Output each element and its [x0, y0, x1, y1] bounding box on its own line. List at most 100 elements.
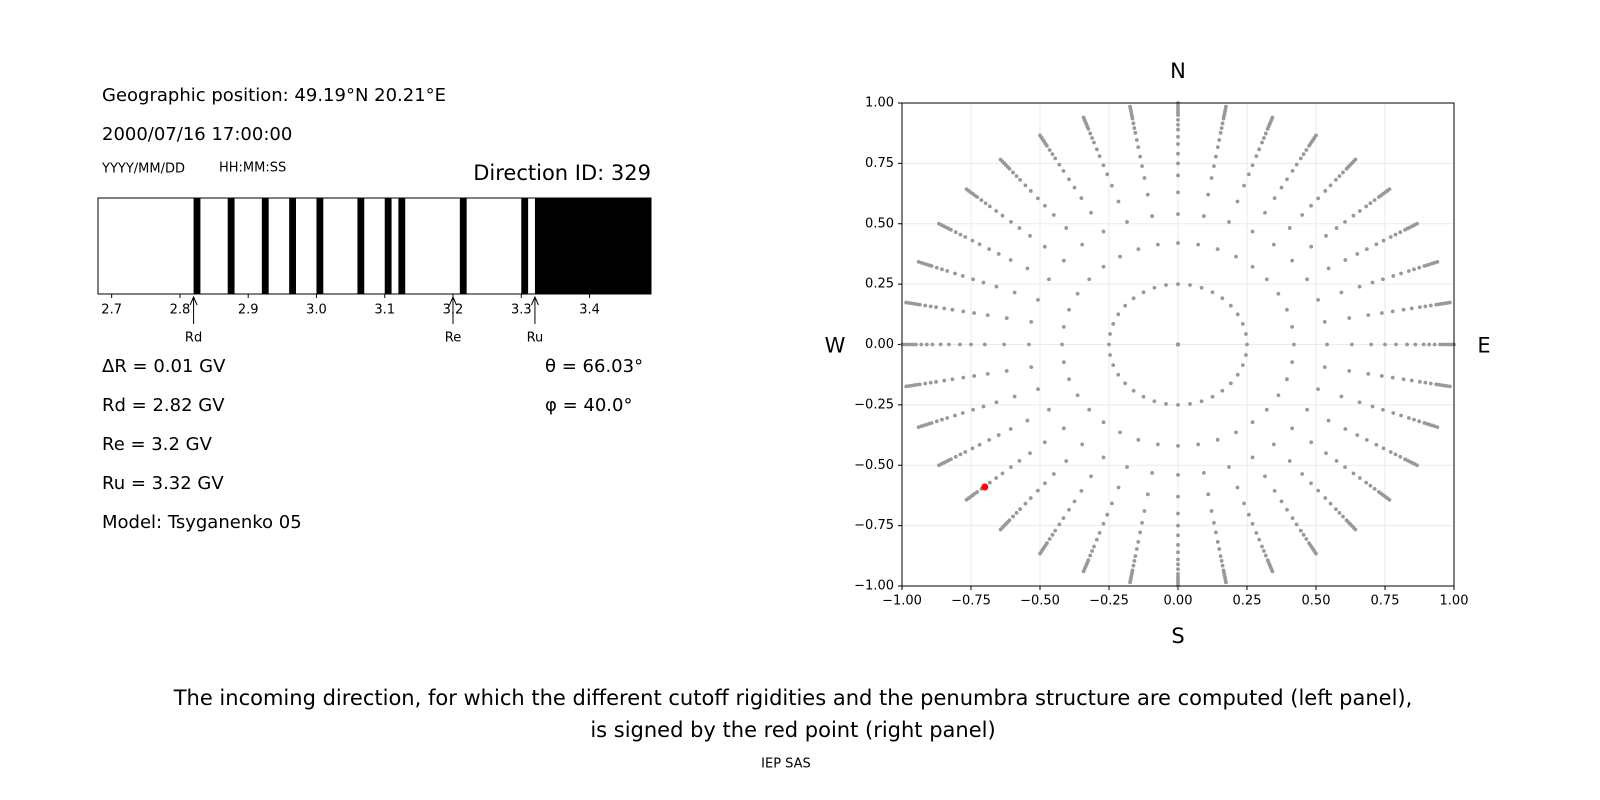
direction-point	[1064, 226, 1069, 230]
direction-point	[953, 413, 957, 418]
direction-point	[1067, 377, 1071, 382]
direction-point	[1409, 306, 1414, 311]
direction-point	[1270, 115, 1275, 120]
direction-point	[1025, 266, 1030, 271]
direction-point	[1324, 233, 1328, 238]
direction-point	[1364, 204, 1369, 209]
direction-point	[904, 300, 909, 305]
direction-point	[972, 374, 977, 378]
direction-point	[994, 476, 999, 480]
direction-point	[1138, 154, 1143, 159]
direction-point	[1364, 480, 1369, 485]
direction-point	[1123, 381, 1128, 386]
direction-point	[1387, 187, 1392, 192]
direction-point	[940, 267, 944, 272]
info-line: Ru = 3.32 GV	[102, 473, 224, 494]
direction-point	[1136, 145, 1141, 150]
direction-point	[1235, 199, 1240, 204]
direction-point	[947, 342, 951, 347]
direction-point	[934, 265, 939, 270]
direction-point	[1399, 413, 1403, 418]
direction-point	[1263, 131, 1268, 136]
direction-point	[1272, 489, 1277, 493]
direction-point	[923, 303, 928, 308]
direction-point	[1244, 332, 1248, 336]
direction-point	[1443, 342, 1448, 347]
direction-point	[916, 425, 921, 429]
compass-label: W	[825, 334, 846, 358]
direction-point	[960, 411, 965, 415]
direction-point	[1379, 311, 1384, 315]
direction-point	[981, 404, 986, 409]
direction-point	[1322, 365, 1327, 370]
direction-point	[985, 313, 990, 318]
direction-point	[1079, 196, 1084, 200]
direction-point	[1353, 157, 1358, 162]
direction-point	[950, 377, 955, 382]
allowed-band	[459, 198, 467, 294]
direction-point	[1290, 169, 1295, 173]
direction-point	[1107, 342, 1111, 347]
direction-point	[1220, 296, 1225, 301]
direction-point	[1176, 134, 1180, 139]
direction-point	[1061, 360, 1066, 365]
direction-point	[1090, 549, 1094, 553]
direction-point	[1150, 471, 1155, 475]
direction-point	[1215, 437, 1220, 442]
direction-point	[1176, 444, 1180, 448]
direction-point	[1334, 226, 1339, 230]
direction-point	[985, 371, 990, 376]
direction-point	[1287, 459, 1292, 463]
direction-point	[971, 407, 976, 412]
direction-point	[1428, 381, 1433, 386]
marker-label: Re	[445, 331, 461, 346]
direction-point	[1341, 170, 1345, 175]
direction-point	[1412, 267, 1416, 272]
direction-point	[1285, 507, 1289, 512]
direction-point	[977, 242, 982, 247]
direction-point	[1043, 203, 1047, 208]
direction-point	[1217, 547, 1222, 551]
footer: IEP SAS	[761, 757, 811, 772]
direction-point	[1250, 455, 1255, 460]
direction-point	[1244, 353, 1248, 357]
direction-point	[982, 342, 987, 347]
direction-point	[1097, 530, 1102, 535]
direction-point	[1314, 551, 1318, 556]
direction-point	[953, 271, 957, 276]
direction-point	[1290, 516, 1295, 520]
direction-point	[1432, 342, 1437, 347]
direction-point	[1101, 521, 1106, 526]
direction-point	[1328, 501, 1333, 506]
direction-point	[1017, 459, 1022, 463]
direction-point	[1215, 145, 1220, 150]
direction-point	[1240, 321, 1245, 326]
direction-point	[1176, 557, 1180, 562]
direction-point	[1125, 220, 1129, 224]
direction-point	[1218, 130, 1223, 135]
direction-point	[1008, 258, 1013, 262]
direction-point	[1409, 378, 1414, 383]
direction-point	[1142, 176, 1147, 180]
direction-point	[1279, 185, 1284, 190]
direction-point	[1210, 394, 1215, 399]
direction-point	[928, 380, 933, 385]
direction-point	[1357, 209, 1362, 213]
direction-point	[1427, 342, 1432, 347]
direction-point	[1388, 235, 1393, 239]
direction-point	[1398, 230, 1403, 235]
direction-point	[1110, 501, 1114, 506]
x-tick-label: 3.0	[306, 303, 327, 318]
direction-point	[1250, 163, 1255, 168]
direction-point	[1263, 210, 1267, 215]
direction-point	[1061, 426, 1066, 431]
direction-point	[1028, 189, 1033, 193]
direction-point	[1423, 304, 1428, 309]
direction-point	[964, 497, 969, 502]
direction-point	[958, 342, 962, 347]
allowed-band	[398, 198, 406, 294]
direction-point	[1094, 537, 1099, 542]
direction-point	[1343, 258, 1348, 262]
direction-point	[1228, 303, 1233, 308]
direction-point	[987, 480, 992, 485]
